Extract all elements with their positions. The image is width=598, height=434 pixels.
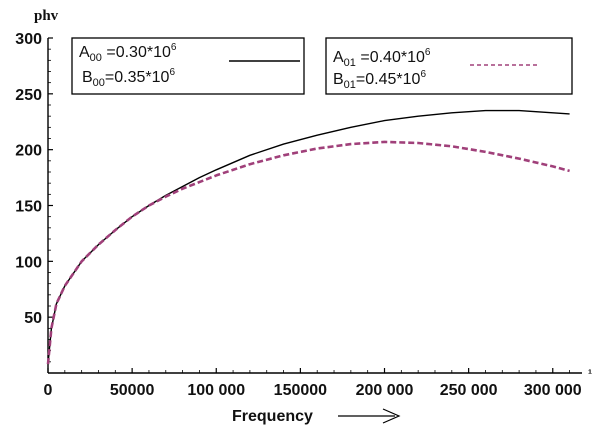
y-tick-label: 50 — [24, 310, 42, 327]
x-axis-arrow — [338, 408, 401, 424]
y-tick-label: 100 — [15, 254, 42, 271]
y-tick-label: 150 — [15, 199, 42, 216]
series-line-1 — [47, 109, 570, 365]
x-tick-label: 0 — [44, 382, 53, 399]
y-axis-title: phv — [34, 8, 59, 24]
y-tick-label: 200 — [15, 143, 42, 160]
legend-box-2: A01 =0.40*106 B01=0.45*106 — [325, 37, 573, 95]
y-tick-label: 250 — [15, 87, 42, 104]
legend-box-1: A00 =0.30*106 B00=0.35*106 — [71, 37, 305, 95]
x-tick-label: 250 000 — [440, 382, 498, 399]
x-tick-label: 200 000 — [356, 382, 414, 399]
tick-layer: 50 100 150 200 250 300 0 50000 100 000 150000 200 … — [15, 31, 581, 399]
legend-2-line-1: A01 =0.40*106 — [333, 47, 431, 69]
legend-1-line-2: B00=0.35*106 — [82, 67, 175, 89]
series-line-2 — [46, 140, 570, 365]
x-tick-label: 50000 — [110, 382, 155, 399]
x-axis-title: Frequency — [232, 408, 313, 425]
x-axis-unit-fragment: ¹ — [588, 367, 592, 381]
y-tick-label: 300 — [15, 31, 42, 48]
x-tick-label: 150000 — [274, 382, 327, 399]
legend-2-line-2: B01=0.45*106 — [333, 69, 426, 91]
legend-1-line-1: A00 =0.30*106 — [79, 42, 177, 64]
series-layer — [46, 109, 570, 365]
x-tick-label: 100 000 — [187, 382, 245, 399]
x-tick-label: 300 000 — [524, 382, 582, 399]
